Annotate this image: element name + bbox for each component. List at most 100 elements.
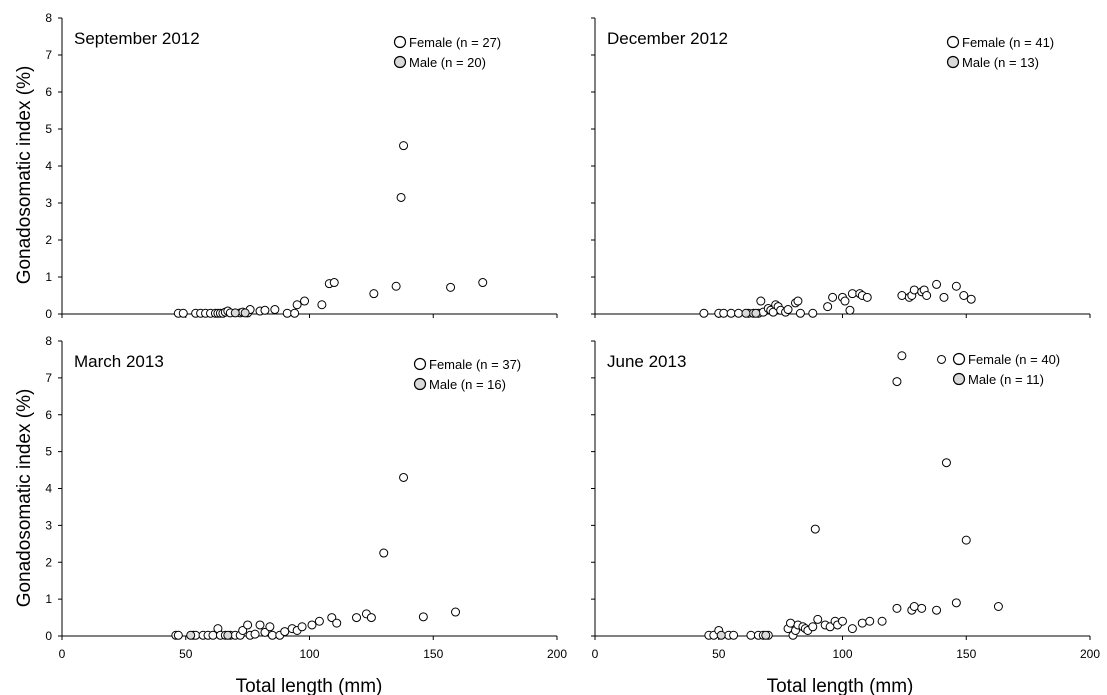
data-point-female [897,291,907,300]
data-point-female [993,602,1003,611]
data-point-female [877,616,887,626]
y-tick-label: 5 [45,445,52,459]
x-tick-label: 0 [592,647,599,661]
data-point-female [847,624,857,634]
panel-title: March 2013 [74,352,164,371]
legend-marker-male [413,377,427,391]
data-point-female [865,616,875,626]
x-tick-label: 50 [179,647,193,661]
panels: 0 1 2 3 4 5 6 7 8 September 2012 Female (n = 27) Ma… [45,11,1100,661]
data-point-female [369,289,379,299]
data-point-male [741,308,751,318]
data-point-female [297,622,307,632]
y-tick-label: 2 [45,555,52,569]
panel-1: 0 1 2 3 4 5 6 7 8 September 2012 Female (n = 27) Ma… [45,11,558,321]
panel-2: December 2012 Female (n = 41) Male (n = 13… [591,17,1091,318]
data-point-female [396,192,406,202]
data-point-male [240,308,250,318]
data-point-female [173,630,183,640]
data-point-female [892,603,902,613]
data-point-female [329,278,339,288]
legend-marker-female [952,352,966,366]
data-point-female [813,614,823,624]
legend-label-female: Female (n = 27) [409,35,501,50]
x-tick-label: 200 [1080,647,1100,661]
data-point-female [959,291,969,300]
data-point-female [845,305,855,315]
data-point-female [307,620,317,630]
data-point-female [260,305,270,315]
x-tick-label: 150 [423,647,443,661]
data-point-female [823,302,833,312]
data-point-female [292,300,302,310]
data-point-female [418,612,428,622]
x-tick-label: 200 [547,647,567,661]
data-point-female [793,296,803,306]
data-point-female [810,524,820,534]
data-point-female [932,605,942,615]
x-tick-label: 150 [956,647,976,661]
data-point-female [937,354,946,364]
data-point-female [808,308,818,318]
panel-title: December 2012 [607,29,728,48]
legend-label-male: Male (n = 20) [409,55,486,70]
data-point-male [761,630,771,640]
data-point-female [734,308,744,318]
data-point-female [808,622,818,632]
x-axis-title-right: Total length (mm) [767,676,914,695]
data-point-female [267,630,277,640]
y-tick-label: 2 [45,233,52,247]
legend-marker-male [393,55,407,69]
data-point-female [699,308,709,318]
x-tick-label: 50 [712,647,726,661]
data-point-male [230,308,240,318]
data-point-female [379,548,389,558]
data-point-female [746,630,756,640]
y-tick-label: 7 [45,371,52,385]
y-axis-title-top: Gonadosomatic index (%) [14,66,35,285]
data-point-female [332,618,342,628]
y-tick-label: 1 [45,592,52,606]
data-point-female [243,620,253,630]
data-point-male [186,630,196,640]
data-point-female [352,613,362,623]
data-point-female [391,281,401,291]
data-point-female [260,627,270,637]
data-point-female [280,627,290,637]
y-tick-label: 3 [45,196,52,210]
data-point-female [961,535,971,545]
x-tick-label: 0 [59,647,66,661]
data-point-female [917,603,927,613]
legend-marker-female [946,35,960,49]
data-point-female [178,308,188,318]
panel-4: 0 50 100 150 200 June 2013 Female (n = 40) Male… [591,340,1100,661]
panel-title: June 2013 [607,352,686,371]
data-point-female [399,141,409,151]
data-point-female [909,285,919,295]
y-axis-title-bottom: Gonadosomatic index (%) [14,389,35,608]
data-point-female [941,458,951,468]
data-point-female [729,630,739,640]
data-point-female [892,377,902,387]
legend-label-male: Male (n = 16) [429,377,506,392]
legend-label-female: Female (n = 37) [429,357,521,372]
y-tick-label: 4 [45,159,52,173]
data-point-female [897,351,907,361]
data-point-female [951,598,961,608]
y-tick-label: 5 [45,122,52,136]
data-point-female [255,620,265,630]
data-point-female [265,622,275,632]
legend-label-female: Female (n = 41) [962,35,1054,50]
panel-title: September 2012 [74,29,200,48]
data-point-female [840,296,850,306]
data-point-female [932,279,942,289]
data-point-female [290,308,300,318]
data-point-female [250,629,260,639]
data-point-female [862,292,872,302]
data-point-female [847,289,857,299]
data-point-female [451,607,461,617]
y-tick-label: 4 [45,482,52,496]
x-tick-label: 100 [832,647,852,661]
data-point-female [719,308,729,318]
